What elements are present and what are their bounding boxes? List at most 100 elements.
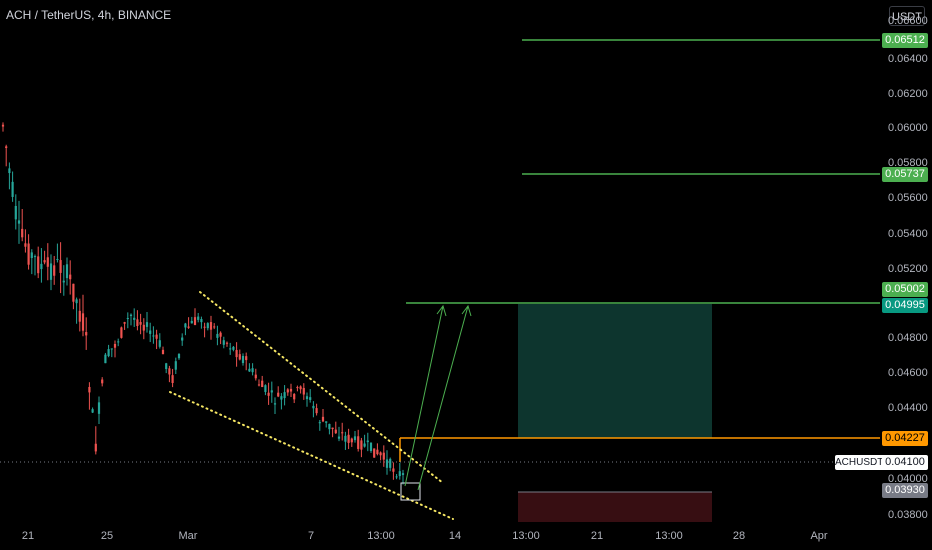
breakout-box (400, 482, 421, 501)
candle-body (366, 440, 369, 443)
price-tick: 0.05800 (888, 157, 928, 169)
candle-body (302, 387, 305, 395)
candle-body (229, 348, 232, 350)
candle-body (139, 322, 142, 325)
candle-body (101, 379, 104, 384)
symbol-tag: ACHUSDT (835, 455, 884, 470)
price-tick: 0.05200 (888, 263, 928, 275)
candle-body (113, 343, 117, 348)
candle-body (257, 384, 261, 386)
candle-body (187, 326, 190, 328)
candle-body (81, 313, 85, 331)
price-tag-take-profit: 0.04995 (882, 298, 928, 313)
candle-body (398, 471, 401, 477)
candle-body (270, 390, 273, 393)
candle-body (241, 355, 245, 364)
time-tick: 25 (100, 530, 114, 542)
candle-body (280, 396, 283, 400)
wedge-lower-line (169, 391, 454, 520)
candle-body (174, 361, 177, 370)
candle-body (117, 341, 120, 343)
candle-body (97, 402, 101, 414)
candle-body (232, 346, 235, 350)
candle-body (165, 363, 168, 370)
time-tick: 14 (448, 530, 462, 542)
time-tick: 21 (590, 530, 604, 542)
candle-body (200, 319, 203, 323)
candle-body (363, 443, 366, 447)
price-tick: 0.03800 (888, 509, 928, 521)
projection-arrow-head (436, 304, 447, 317)
candle-body (155, 334, 158, 339)
candle-body (235, 350, 238, 358)
candle-body (389, 458, 392, 468)
candle-body (373, 448, 376, 458)
candle-body (264, 385, 267, 392)
price-tag-target-low: 0.05002 (882, 282, 928, 297)
candle-body (177, 353, 181, 359)
candle-body (78, 310, 81, 322)
candle-body (401, 473, 405, 475)
price-tag-entry: 0.04227 (882, 431, 928, 446)
candle-body (5, 146, 8, 149)
candle-body (91, 409, 94, 413)
candle-body (277, 392, 280, 397)
profit-zone (518, 304, 712, 438)
time-tick: 28 (732, 530, 746, 542)
price-tag-target-mid: 0.05737 (882, 167, 928, 182)
candle-body (129, 314, 133, 317)
candle-body (158, 340, 161, 347)
time-tick: Mar (178, 530, 198, 542)
symbol-title[interactable]: ACH / TetherUS, 4h, BINANCE (6, 8, 172, 22)
time-tick: 13:00 (367, 530, 395, 542)
price-tick: 0.04000 (888, 473, 928, 485)
time-tick: 13:00 (512, 530, 540, 542)
candle-body (296, 387, 299, 389)
price-tick: 0.05400 (888, 228, 928, 240)
candle-body (369, 442, 373, 452)
candle-body (193, 317, 197, 325)
price-tick: 0.04800 (888, 332, 928, 344)
candle-body (248, 368, 251, 372)
candle-body (43, 260, 46, 263)
candle-body (40, 263, 43, 270)
candle-body (209, 322, 213, 330)
candle-body (110, 348, 113, 350)
candle-body (94, 443, 97, 452)
candle-body (337, 436, 341, 439)
candle-body (299, 386, 302, 390)
time-tick: Apr (810, 530, 828, 542)
wedge-upper-line (199, 291, 444, 484)
candle-body (289, 388, 293, 392)
candle-body (213, 326, 216, 328)
candle-body (273, 403, 277, 405)
candle-body (53, 265, 56, 276)
candle-body (126, 317, 129, 319)
candle-body (56, 259, 59, 261)
candle-body (216, 333, 219, 338)
candle-body (385, 459, 389, 468)
candle-body (353, 436, 357, 441)
candle-body (309, 397, 312, 400)
candle-body (261, 380, 264, 388)
candle-body (267, 392, 270, 396)
currency-button[interactable]: USDT (889, 6, 925, 26)
price-tick: 0.06600 (888, 15, 928, 27)
candle-body (254, 374, 257, 379)
candle-body (315, 408, 318, 414)
candle-body (328, 423, 331, 430)
candle-body (1, 124, 5, 127)
candle-body (33, 256, 37, 258)
candle-body (46, 257, 49, 267)
candle-body (65, 264, 69, 279)
candle-body (238, 354, 241, 360)
candle-body (145, 322, 149, 327)
candle-body (222, 340, 225, 345)
candle-body (305, 396, 309, 400)
candle-body (321, 416, 325, 422)
candle-body (69, 274, 72, 280)
candle-body (24, 243, 27, 247)
candle-body (293, 393, 296, 400)
